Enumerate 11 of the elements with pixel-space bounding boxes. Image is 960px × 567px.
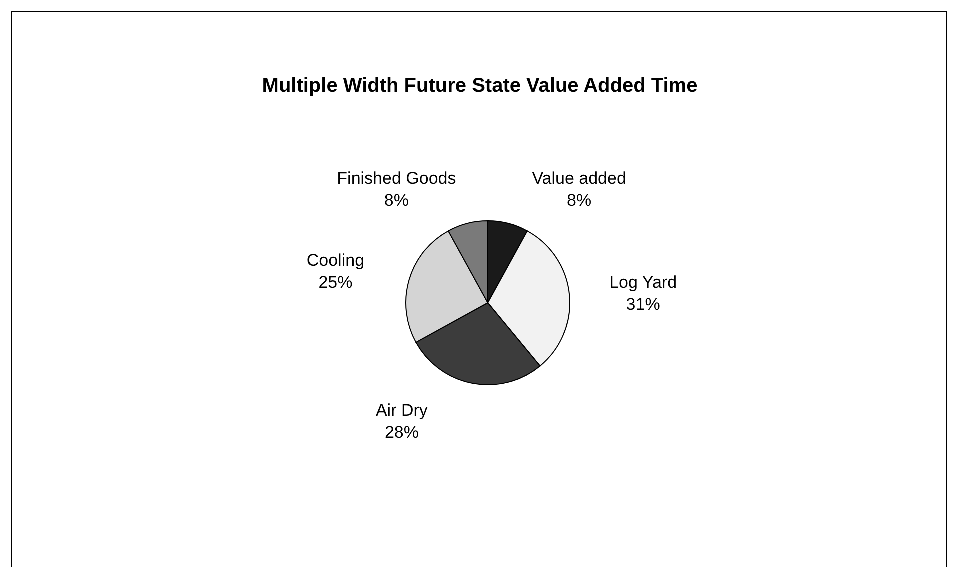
slice-label: Value added xyxy=(532,168,626,188)
data-label: 25% xyxy=(318,272,353,292)
slice-label: Air Dry xyxy=(376,400,428,420)
data-label: 31% xyxy=(626,294,660,314)
chart-title: Multiple Width Future State Value Added Time xyxy=(262,75,698,97)
slice-label: Finished Goods xyxy=(337,168,456,188)
slice-label: Cooling xyxy=(306,250,365,270)
data-label: 8% xyxy=(567,190,592,210)
slice-label: Log Yard xyxy=(610,272,678,292)
data-label: 28% xyxy=(384,422,419,442)
data-label: 8% xyxy=(384,190,409,210)
